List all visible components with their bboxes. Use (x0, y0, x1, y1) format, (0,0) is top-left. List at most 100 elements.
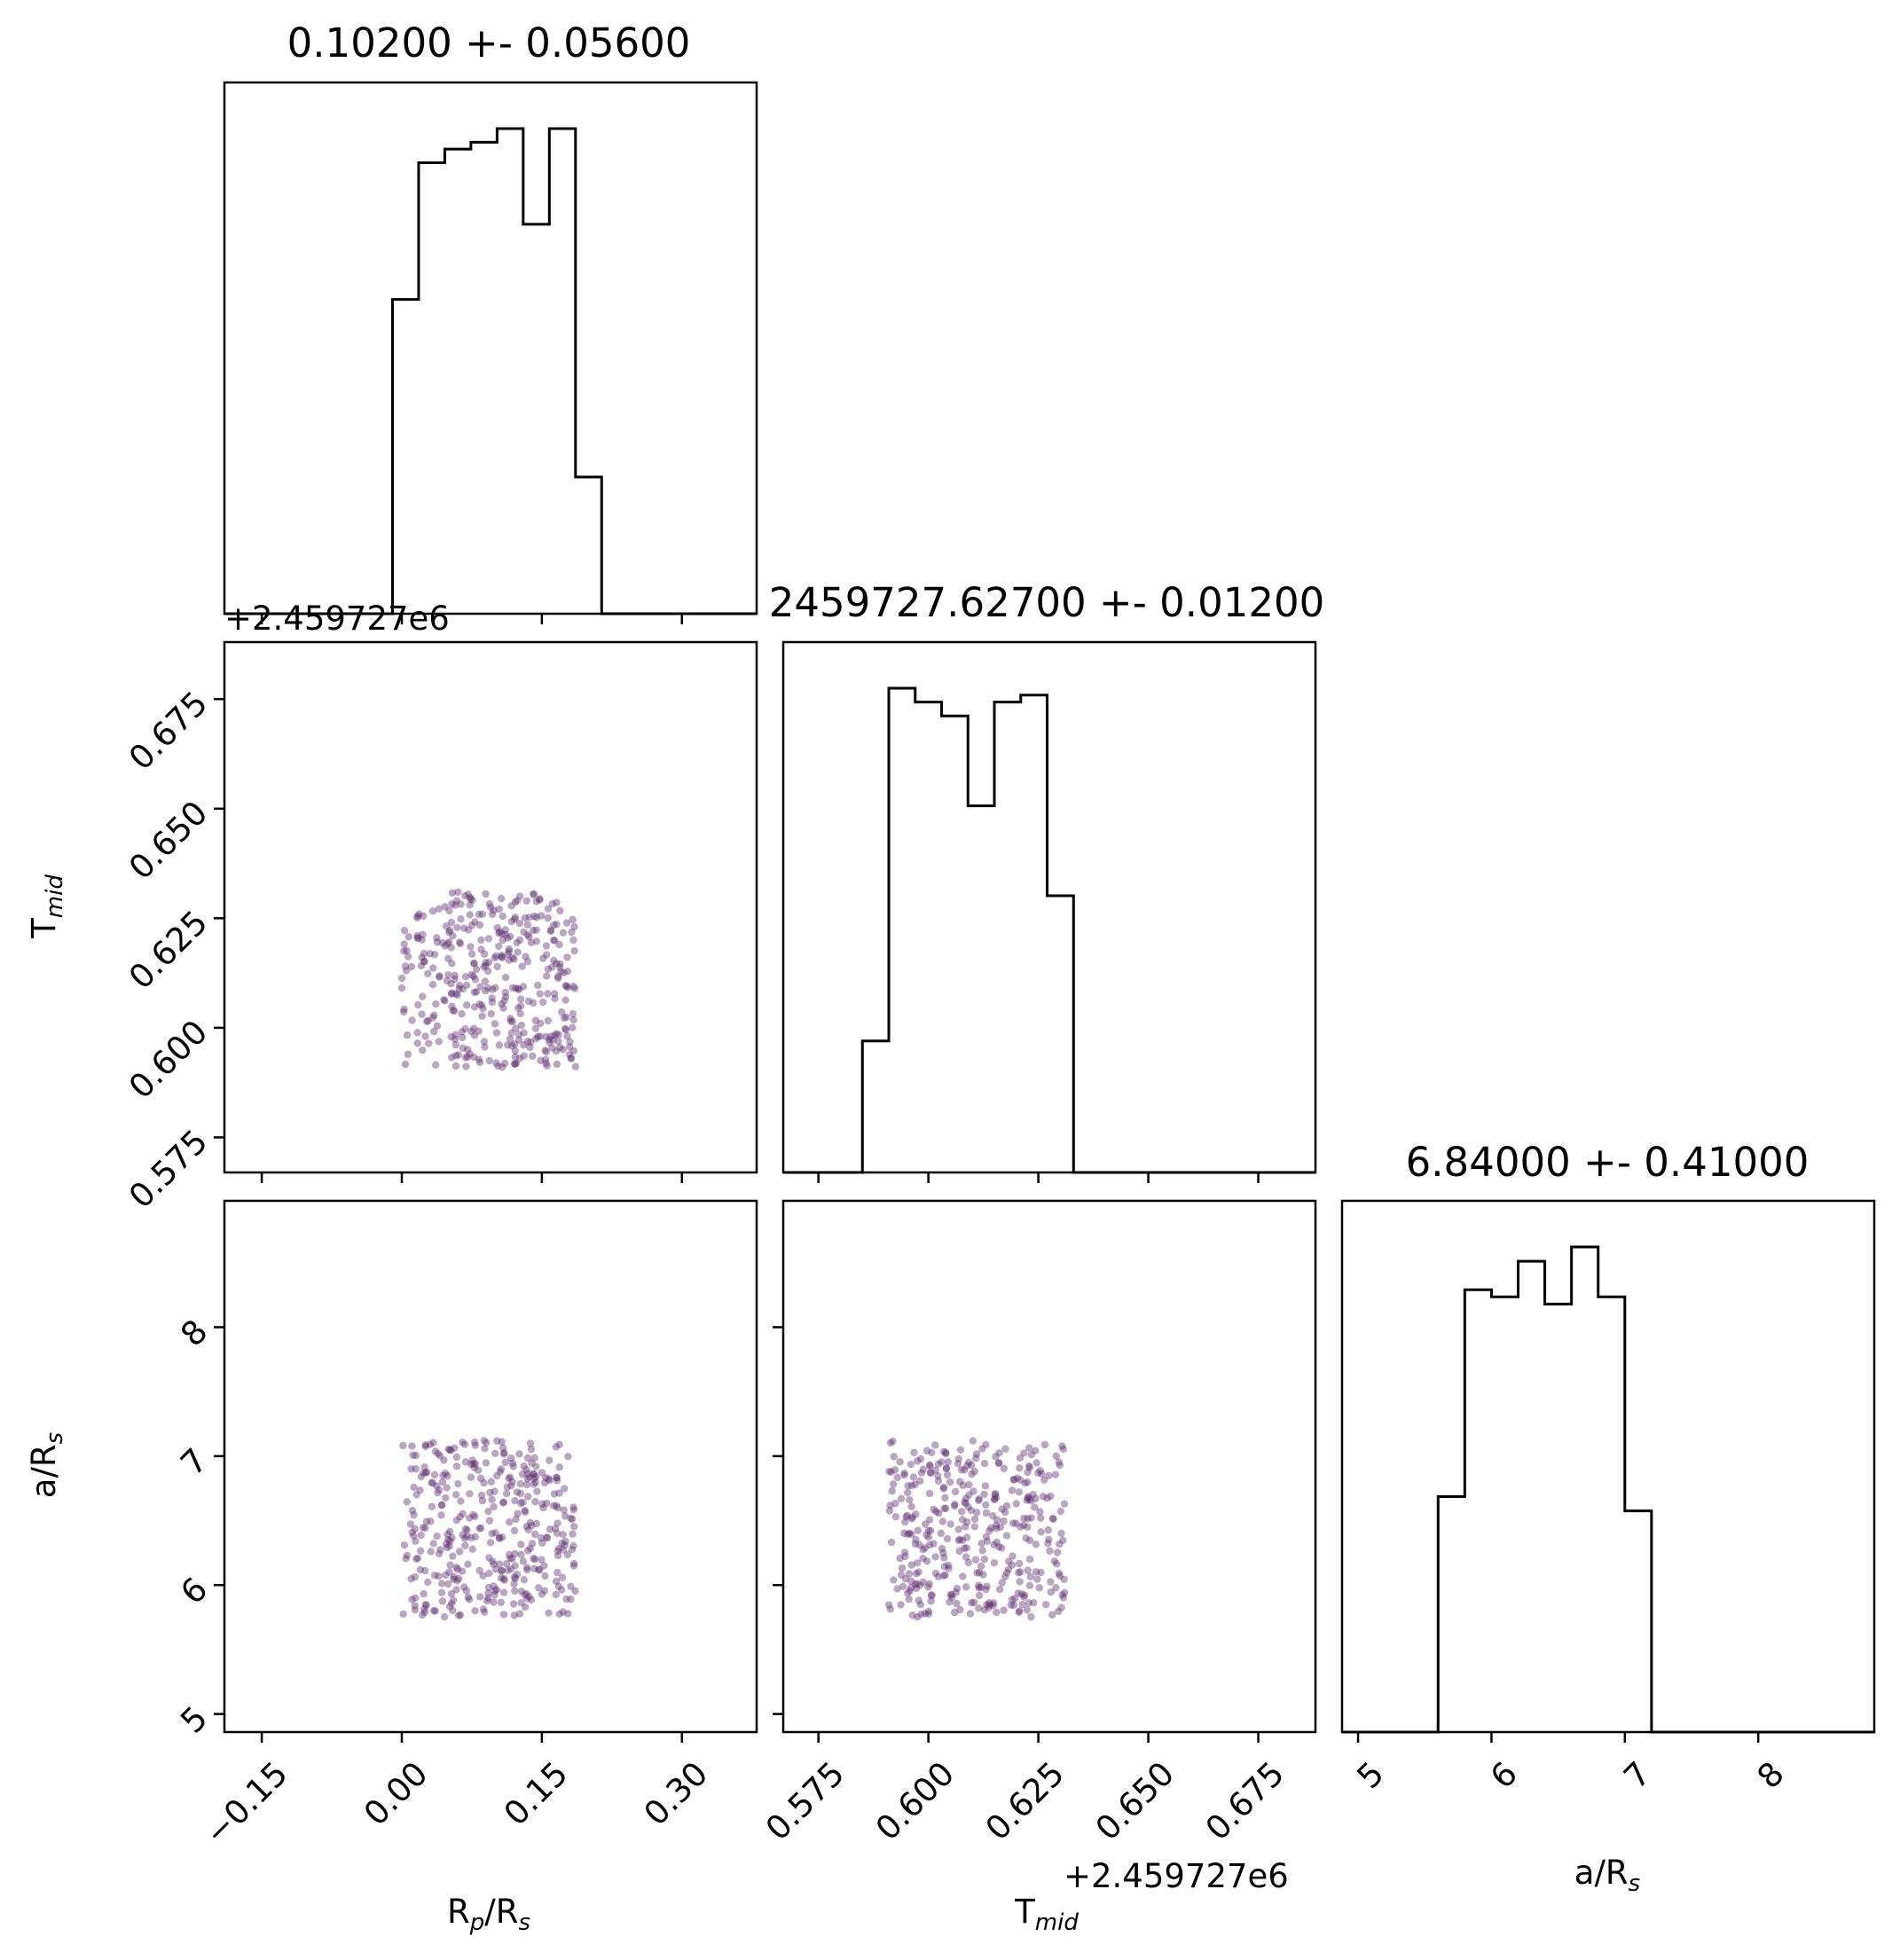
scatter-rp-ars-point (420, 1469, 428, 1478)
scatter-rp-ars-point (471, 1533, 479, 1541)
scatter-tmid-ars-point (992, 1525, 1001, 1533)
scatter-tmid-ars-point (1004, 1565, 1013, 1573)
scatter-tmid-ars-point (991, 1495, 999, 1503)
scatter-rp-ars-point (530, 1564, 538, 1572)
scatter-rp-tmid-point (451, 1040, 460, 1049)
scatter-tmid-ars-point (1019, 1521, 1028, 1530)
scatter-rp-tmid-point (436, 973, 444, 981)
scatter-tmid-ars-point (970, 1487, 977, 1495)
scatter-rp-tmid-point (459, 1044, 467, 1052)
scatter-rp-tmid-point (469, 1024, 478, 1032)
scatter-tmid-ars-point (1025, 1463, 1034, 1471)
scatter-rp-ars-point (511, 1574, 520, 1582)
scatter-rp-tmid-point (456, 939, 465, 948)
scatter-rp-ars-point (493, 1471, 501, 1480)
scatter-tmid-ars-point (927, 1591, 936, 1599)
scatter-tmid-ars-point (900, 1470, 908, 1479)
scatter-rp-ars-point (560, 1506, 568, 1514)
scatter-tmid-ars-point (944, 1458, 953, 1466)
scatter-tmid-ars-point (1023, 1605, 1031, 1614)
scatter-rp-tmid-point (568, 928, 576, 937)
scatter-tmid-ars-point (901, 1552, 909, 1561)
scatter-rp-tmid-point (429, 1014, 437, 1022)
scatter-rp-ars-point (516, 1499, 525, 1508)
scatter-rp-tmid-point (404, 933, 413, 941)
scatter-rp-tmid-point (539, 954, 547, 962)
scatter-rp-tmid-point (529, 1052, 537, 1060)
scatter-rp-ars-point (491, 1529, 499, 1537)
scatter-rp-ars-point (447, 1599, 456, 1608)
scatter-rp-tmid-point (433, 934, 441, 942)
scatter-tmid-ars-point (907, 1502, 915, 1511)
scatter-tmid-ars-point (1016, 1454, 1025, 1462)
scatter-rp-tmid-point (458, 1010, 466, 1018)
scatter-tmid-ars-point (1039, 1493, 1048, 1501)
scatter-rp-tmid-point (505, 947, 513, 956)
scatter-rp-tmid-point (515, 919, 524, 928)
scatter-tmid-ars-point (982, 1586, 990, 1594)
scatter-rp-tmid-point (464, 890, 473, 898)
scatter-tmid-ars-point (941, 1571, 949, 1580)
scatter-rp-tmid-point (531, 1024, 540, 1032)
scatter-rp-ars-point (569, 1541, 577, 1550)
scatter-rp-ars-point (488, 1529, 496, 1538)
scatter-rp-tmid-point (546, 1039, 554, 1047)
scatter-rp-tmid-point (556, 960, 564, 968)
scatter-tmid-ars-point (968, 1470, 976, 1478)
scatter-tmid-ars-point (915, 1568, 923, 1576)
scatter-rp-ars-point (553, 1473, 561, 1482)
scatter-rp-tmid-point (498, 953, 506, 961)
scatter-rp-ars-point (433, 1482, 441, 1490)
hist-ars-bin-0 (1438, 1497, 1464, 1732)
scatter-rp-tmid-point (475, 1055, 483, 1063)
scatter-rp-tmid-point (443, 976, 451, 984)
scatter-tmid-ars-point (1022, 1534, 1030, 1542)
scatter-rp-ars-point (440, 1456, 448, 1464)
scatter-tmid-ars-point (985, 1601, 993, 1609)
scatter-rp-ars-point (506, 1518, 514, 1526)
scatter-tmid-ars-point (1059, 1536, 1067, 1545)
scatter-tmid-ars-point (970, 1598, 978, 1606)
scatter-tmid-ars-point (1058, 1442, 1066, 1450)
scatter-tmid-ars-point (1038, 1470, 1046, 1478)
scatter-tmid-ars-point (955, 1547, 963, 1556)
scatter-rp-tmid-point (558, 1007, 566, 1016)
scatter-rp-tmid-point (401, 962, 410, 970)
scatter-tmid-ars-xtick-label-4: 0.675 (1198, 1754, 1292, 1847)
scatter-rp-tmid-point (450, 1007, 459, 1015)
scatter-tmid-ars-point (982, 1501, 990, 1509)
scatter-rp-tmid-ytick-label-4: 0.675 (122, 684, 215, 777)
scatter-rp-tmid-point (501, 973, 510, 982)
scatter-rp-ars-point (460, 1440, 469, 1448)
scatter-tmid-ars-point (926, 1526, 935, 1535)
scatter-rp-ars-point (538, 1500, 546, 1508)
scatter-rp-ars-point (467, 1473, 475, 1481)
scatter-tmid-ars-point (1000, 1606, 1008, 1614)
scatter-rp-tmid-point (501, 988, 509, 997)
scatter-rp-ars-point (458, 1567, 467, 1575)
scatter-tmid-ars-point (921, 1610, 930, 1618)
scatter-rp-tmid-point (520, 1029, 528, 1037)
scatter-tmid-ars-point (964, 1502, 972, 1511)
scatter-rp-ars-point (486, 1488, 494, 1497)
scatter-rp-tmid-point (518, 962, 526, 970)
scatter-rp-tmid-point (451, 971, 459, 980)
scatter-rp-ars-point (499, 1574, 508, 1583)
scatter-rp-ars-point (538, 1469, 546, 1477)
scatter-rp-ars-point (540, 1478, 549, 1487)
scatter-rp-ars-point (437, 1588, 446, 1597)
scatter-rp-ars-point (505, 1474, 513, 1483)
scatter-rp-ars-point (499, 1498, 507, 1507)
scatter-rp-ars-point (471, 1460, 480, 1468)
scatter-tmid-ars-point (1015, 1608, 1023, 1617)
scatter-rp-tmid-point (513, 897, 522, 905)
scatter-rp-tmid-point (445, 928, 453, 937)
hist-ars-bin-3 (1518, 1261, 1544, 1732)
scatter-rp-ars-point (567, 1595, 575, 1603)
scatter-rp-tmid-point (470, 1031, 479, 1039)
scatter-rp-ars-point (427, 1517, 435, 1525)
scatter-rp-ars-point (499, 1611, 508, 1619)
hist-tmid-bin-5 (994, 702, 1021, 1172)
scatter-rp-tmid-point (482, 890, 490, 898)
scatter-tmid-ars-point (961, 1466, 969, 1474)
